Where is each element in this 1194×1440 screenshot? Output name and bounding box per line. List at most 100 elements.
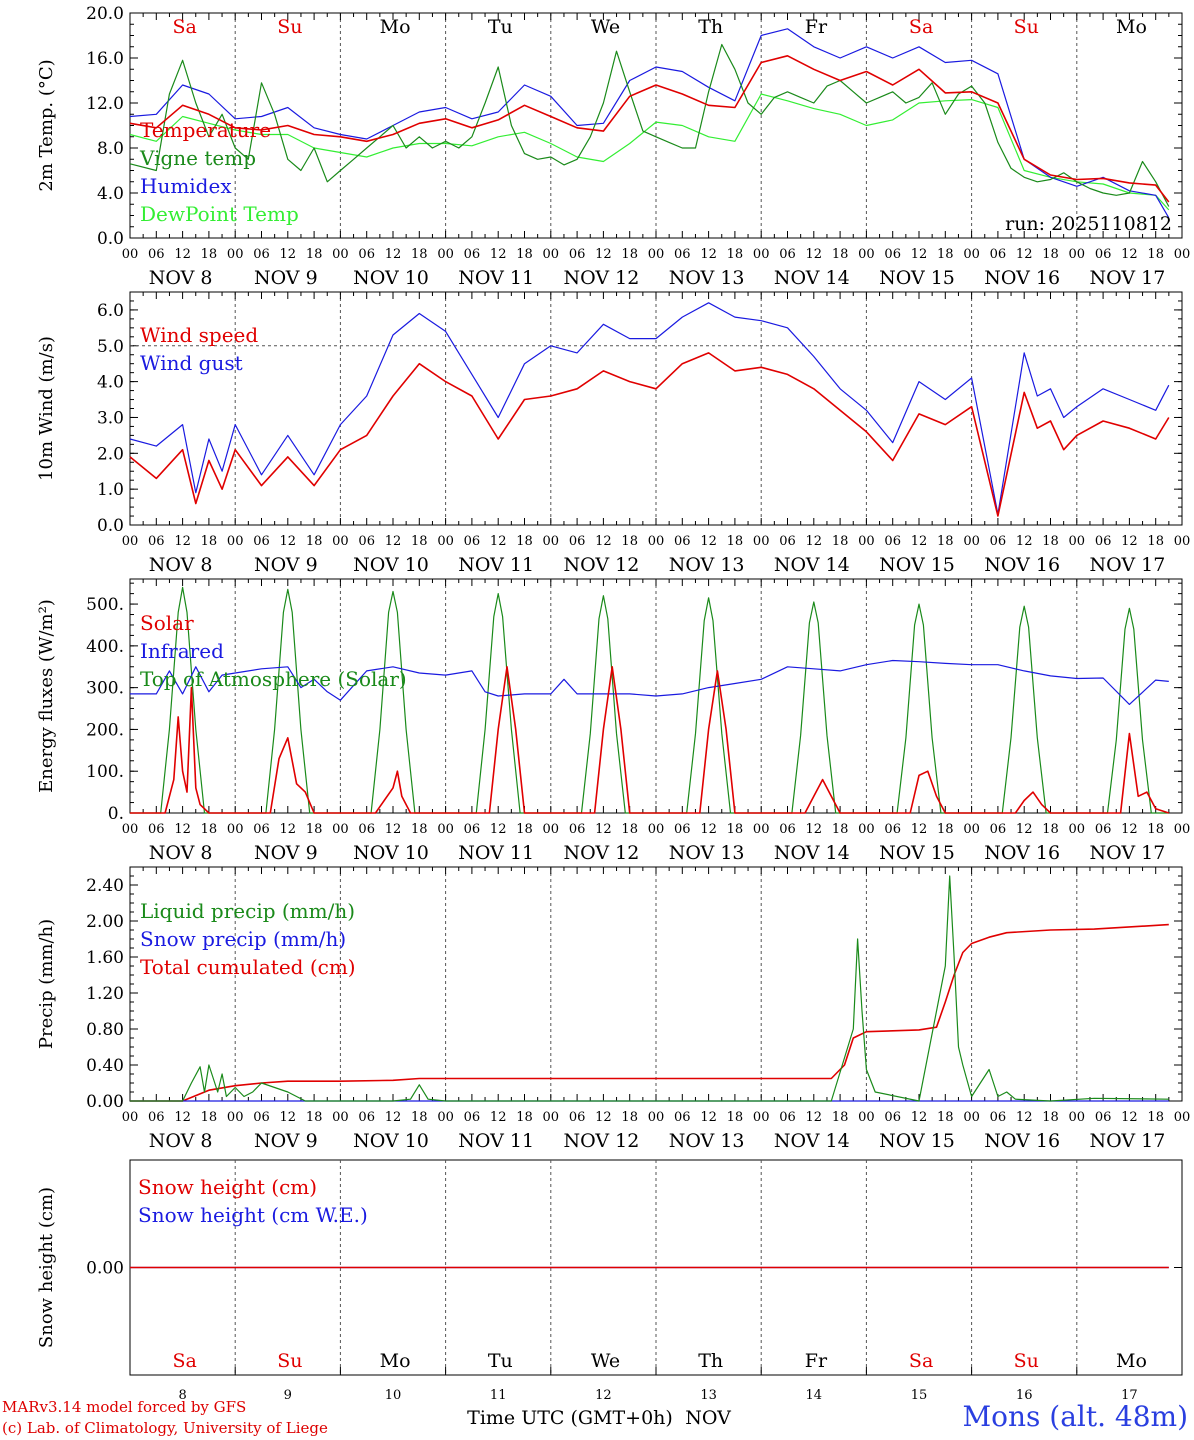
hour-tick-label: 06 — [569, 247, 586, 262]
hour-tick-label: 18 — [411, 822, 428, 837]
y-tick-label: 0. — [108, 804, 124, 824]
day-name-label: Tu — [488, 16, 513, 38]
hour-tick-label: 12 — [911, 822, 928, 837]
y-tick-label: 0.80 — [86, 1020, 124, 1040]
date-label: NOV 17 — [1089, 1130, 1165, 1152]
hour-tick-label: 00 — [543, 1110, 560, 1125]
hour-tick-label: 00 — [963, 1110, 980, 1125]
day-name-label: Th — [698, 16, 723, 38]
hour-tick-label: 00 — [753, 534, 770, 549]
hour-tick-label: 18 — [201, 822, 218, 837]
hour-tick-label: 12 — [280, 822, 297, 837]
date-label: NOV 12 — [563, 267, 639, 289]
y-axis-title: 10m Wind (m/s) — [36, 336, 57, 481]
hour-tick-label: 00 — [543, 534, 560, 549]
hour-tick-label: 00 — [1174, 247, 1191, 262]
panel-2: 0.0 1.0 2.0 3.0 4.0 5.0 6.0 10m Wind (m/s) Wind … — [36, 291, 1190, 576]
hour-tick-label: 12 — [174, 247, 191, 262]
hour-tick-label: 12 — [1016, 534, 1033, 549]
hour-tick-label: 06 — [779, 822, 796, 837]
hour-tick-label: 00 — [332, 822, 349, 837]
hour-tick-label: 06 — [358, 247, 375, 262]
hour-tick-label: 18 — [832, 247, 849, 262]
hour-tick-label: 12 — [1016, 247, 1033, 262]
date-label: NOV 11 — [458, 842, 534, 864]
day-name-label: Mo — [1116, 16, 1147, 38]
hour-tick-label: 12 — [806, 534, 823, 549]
hour-tick-label: 18 — [832, 1110, 849, 1125]
hour-tick-label: 12 — [806, 247, 823, 262]
hour-tick-label: 00 — [648, 247, 665, 262]
hour-tick-label: 06 — [990, 822, 1007, 837]
hour-tick-label: 12 — [806, 1110, 823, 1125]
hour-tick-label: 06 — [1095, 1110, 1112, 1125]
hour-tick-label: 00 — [1069, 247, 1086, 262]
day-number-label: 13 — [700, 1388, 717, 1403]
hour-tick-label: 00 — [437, 247, 454, 262]
series-wind-speed — [129, 352, 1170, 517]
y-tick-label: 1.20 — [86, 984, 124, 1004]
hour-tick-label: 12 — [1121, 1110, 1138, 1125]
hour-tick-label: 18 — [1042, 822, 1059, 837]
hour-tick-label: 18 — [201, 1110, 218, 1125]
panel-4: 0.00 0.40 0.80 1.20 1.60 2.00 2.40 Precip (mm/h… — [36, 866, 1190, 1152]
hour-tick-label: 18 — [306, 1110, 323, 1125]
legend-entry: Vigne temp — [139, 146, 256, 170]
legend-entry: Wind speed — [140, 323, 258, 347]
legend-entry: Total cumulated (cm) — [140, 955, 356, 979]
date-label: NOV 15 — [879, 554, 955, 576]
hour-tick-label: 06 — [253, 1110, 270, 1125]
hour-tick-label: 00 — [227, 822, 244, 837]
hour-tick-label: 18 — [516, 1110, 533, 1125]
date-label: NOV 17 — [1089, 554, 1165, 576]
hour-tick-label: 00 — [437, 1110, 454, 1125]
day-name-label: Su — [1014, 16, 1039, 38]
day-name-label: We — [591, 16, 620, 38]
hour-tick-label: 06 — [1095, 534, 1112, 549]
date-label: NOV 15 — [879, 842, 955, 864]
hour-tick-label: 06 — [779, 1110, 796, 1125]
y-tick-label: 500. — [86, 595, 124, 615]
y-axis-title: 2m Temp. (°C) — [36, 59, 57, 191]
day-number-label: 12 — [595, 1388, 612, 1403]
day-number-label: 10 — [385, 1388, 402, 1403]
legend-entry: Top of Atmosphere (Solar) — [140, 667, 407, 691]
hour-tick-label: 06 — [674, 247, 691, 262]
hour-tick-label: 18 — [306, 534, 323, 549]
legend-entry: Snow height (cm W.E.) — [138, 1203, 368, 1227]
date-label: NOV 9 — [254, 554, 318, 576]
date-label: NOV 14 — [774, 842, 850, 864]
hour-tick-label: 06 — [464, 1110, 481, 1125]
hour-tick-label: 06 — [990, 247, 1007, 262]
hour-tick-label: 06 — [358, 534, 375, 549]
date-label: NOV 10 — [353, 1130, 429, 1152]
day-number-label: 14 — [806, 1388, 823, 1403]
date-label: NOV 12 — [563, 842, 639, 864]
hour-tick-label: 06 — [253, 822, 270, 837]
hour-tick-label: 18 — [937, 822, 954, 837]
hour-tick-label: 00 — [963, 822, 980, 837]
hour-tick-label: 12 — [280, 534, 297, 549]
hour-tick-label: 12 — [490, 1110, 507, 1125]
y-tick-label: 400. — [86, 637, 124, 657]
hour-tick-label: 00 — [858, 534, 875, 549]
y-tick-label: 0.0 — [97, 229, 124, 249]
hour-tick-label: 06 — [674, 534, 691, 549]
series-top-of-atmosphere-solar — [130, 586, 1169, 814]
hour-tick-label: 12 — [280, 247, 297, 262]
hour-tick-label: 00 — [1069, 1110, 1086, 1125]
day-name-label: Su — [1014, 1350, 1039, 1372]
day-name-label: Th — [698, 1350, 723, 1372]
hour-tick-label: 12 — [385, 534, 402, 549]
day-name-label: Fr — [805, 16, 828, 38]
hour-tick-label: 12 — [490, 822, 507, 837]
hour-tick-label: 18 — [621, 534, 638, 549]
hour-tick-label: 18 — [516, 822, 533, 837]
day-name-label: Sa — [173, 1350, 197, 1372]
lab-credit: (c) Lab. of Climatology, University of L… — [2, 1419, 328, 1437]
date-label: NOV 14 — [774, 267, 850, 289]
hour-tick-label: 12 — [700, 534, 717, 549]
y-tick-label: 8.0 — [97, 139, 124, 159]
date-label: NOV 16 — [984, 554, 1060, 576]
